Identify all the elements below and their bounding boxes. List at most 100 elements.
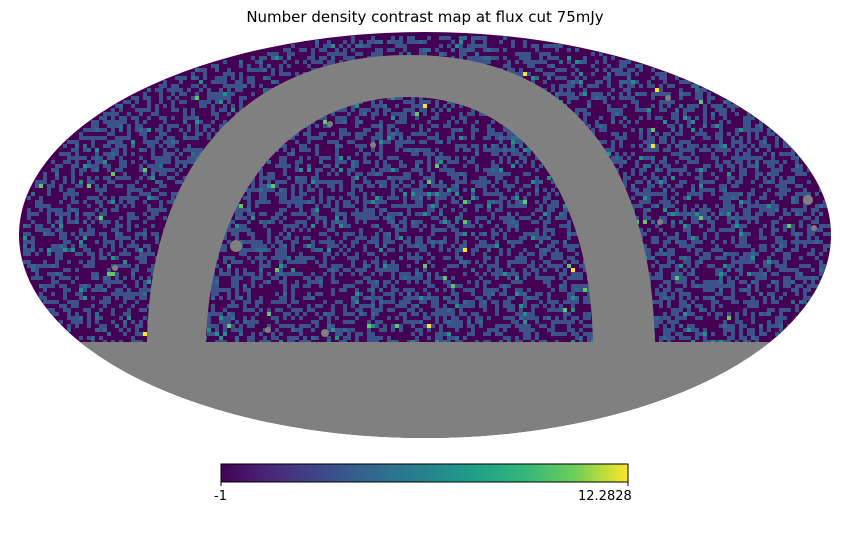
sky-pixel [507,128,511,132]
sky-pixel [87,228,91,232]
sky-pixel [783,188,787,192]
sky-pixel [79,132,83,136]
sky-pixel [403,108,407,112]
sky-pixel [439,208,443,212]
sky-pixel [571,64,575,68]
sky-pixel [183,164,187,168]
sky-pixel [743,124,747,128]
sky-pixel [455,228,459,232]
sky-pixel [379,212,383,216]
sky-pixel [99,128,103,132]
sky-pixel [455,256,459,260]
sky-pixel [551,44,555,48]
sky-pixel [663,196,667,200]
sky-pixel [111,128,115,132]
sky-pixel [463,180,467,184]
sky-pixel [67,188,71,192]
sky-pixel [635,104,639,108]
sky-pixel [315,208,319,212]
sky-pixel [295,196,299,200]
sky-pixel [823,268,827,272]
sky-pixel [187,148,191,152]
sky-pixel [479,240,483,244]
sky-pixel [471,128,475,132]
sky-pixel [735,180,739,184]
sky-pixel [783,192,787,196]
sky-pixel [75,160,79,164]
sky-pixel [87,212,91,216]
sky-pixel [103,212,107,216]
sky-pixel [571,256,575,260]
sky-pixel [819,224,823,228]
sky-pixel [531,268,535,272]
sky-pixel [343,52,347,56]
sky-pixel [31,220,35,224]
sky-pixel [91,156,95,160]
sky-pixel [127,252,131,256]
sky-pixel [31,192,35,196]
sky-pixel [743,216,747,220]
sky-pixel [379,124,383,128]
sky-pixel [115,112,119,116]
sky-pixel [739,156,743,160]
sky-pixel [331,276,335,280]
sky-pixel [167,96,171,100]
sky-pixel [663,160,667,164]
sky-pixel [387,212,391,216]
sky-pixel [507,276,511,280]
sky-pixel [243,216,247,220]
sky-pixel [651,84,655,88]
sky-pixel [431,184,435,188]
sky-pixel [307,284,311,288]
sky-pixel [395,280,399,284]
sky-pixel [131,196,135,200]
sky-pixel [611,56,615,60]
sky-pixel [483,188,487,192]
sky-pixel [567,92,571,96]
sky-pixel [583,268,587,272]
sky-pixel [51,280,55,284]
sky-pixel [667,252,671,256]
sky-pixel [431,224,435,228]
sky-pixel [695,168,699,172]
sky-pixel [227,68,231,72]
sky-pixel [419,184,423,188]
sky-pixel [675,280,679,284]
sky-pixel [795,172,799,176]
sky-pixel [543,200,547,204]
sky-pixel [39,224,43,228]
sky-pixel [315,44,319,48]
sky-pixel [615,132,619,136]
sky-pixel [503,128,507,132]
sky-pixel [731,256,735,260]
sky-pixel [547,192,551,196]
sky-pixel [251,180,255,184]
sky-pixel [771,204,775,208]
sky-pixel [171,176,175,180]
sky-pixel [239,96,243,100]
sky-pixel [499,228,503,232]
sky-pixel [631,96,635,100]
sky-pixel [99,248,103,252]
sky-pixel [683,140,687,144]
sky-pixel [611,120,615,124]
sky-pixel [439,196,443,200]
sky-pixel [371,252,375,256]
sky-pixel [343,220,347,224]
sky-pixel [619,84,623,88]
sky-pixel [83,220,87,224]
sky-pixel [299,144,303,148]
sky-pixel [651,128,655,132]
sky-pixel [423,52,427,56]
sky-pixel [355,268,359,272]
sky-pixel [435,276,439,280]
sky-pixel [271,184,275,188]
sky-pixel [259,220,263,224]
sky-pixel [215,100,219,104]
sky-pixel [431,240,435,244]
sky-pixel [411,256,415,260]
sky-pixel [215,116,219,120]
sky-pixel [59,184,63,188]
sky-pixel [359,112,363,116]
sky-pixel [659,180,663,184]
